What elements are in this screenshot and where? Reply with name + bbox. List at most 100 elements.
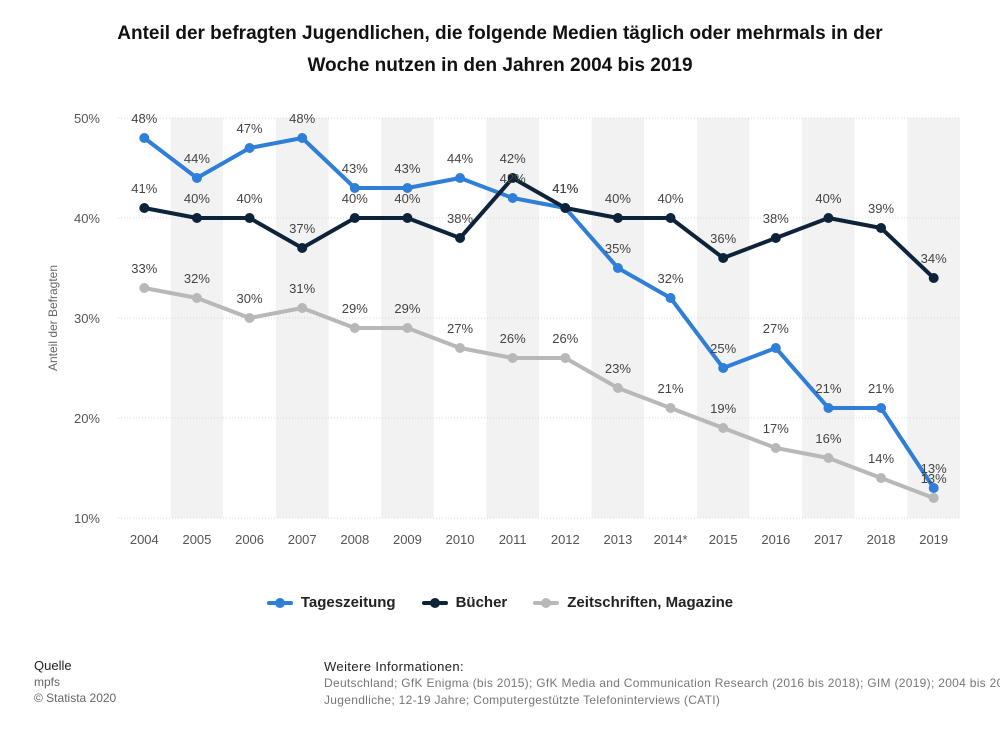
data-label: 32% [184, 271, 210, 286]
legend: Tageszeitung Bücher Zeitschriften, Magaz… [0, 594, 1000, 611]
series-line [142, 286, 936, 500]
band [381, 118, 434, 518]
band [802, 118, 855, 518]
legend-label: Tageszeitung [300, 594, 396, 611]
data-point [455, 173, 466, 183]
x-tick-label: 2012 [551, 532, 580, 547]
data-point [928, 483, 939, 493]
data-point [718, 423, 729, 433]
data-label: 42% [500, 151, 526, 166]
data-point [139, 203, 150, 213]
x-tick-label: 2009 [393, 532, 422, 547]
source-heading: Quelle [34, 658, 72, 673]
data-point [770, 343, 781, 353]
data-point [297, 303, 308, 313]
data-point [928, 493, 939, 503]
copyright: © Statista 2020 [34, 691, 117, 705]
info-heading: Weitere Informationen: [324, 659, 465, 674]
data-point [402, 323, 413, 333]
y-axis-ticks: 10% 20% 30% 40% 50% [74, 111, 100, 526]
y-tick-label: 30% [74, 311, 100, 326]
data-point [349, 323, 360, 333]
y-tick-label: 10% [74, 511, 100, 526]
band [486, 118, 539, 518]
x-tick-label: 2006 [235, 532, 264, 547]
data-point [297, 243, 308, 253]
data-point [823, 453, 834, 463]
data-label: 43% [394, 161, 420, 176]
data-point [507, 353, 518, 363]
legend-marker-icon [533, 595, 560, 611]
data-label: 13% [921, 471, 947, 486]
data-label: 37% [289, 221, 315, 236]
data-label: 43% [342, 161, 368, 176]
data-label: 21% [815, 381, 841, 396]
x-tick-label: 2013 [603, 532, 632, 547]
data-label: 40% [184, 191, 210, 206]
legend-item-buecher[interactable]: Bücher [421, 594, 507, 611]
x-tick-label: 2016 [761, 532, 790, 547]
series-line [142, 136, 936, 490]
x-tick-label: 2017 [814, 532, 843, 547]
data-label: 29% [394, 301, 420, 316]
x-tick-label: 2018 [867, 532, 896, 547]
data-point [665, 403, 676, 413]
data-label: 25% [710, 341, 736, 356]
data-label: 44% [184, 151, 210, 166]
series-lines [139, 133, 939, 503]
y-tick-label: 40% [74, 211, 100, 226]
data-label: 40% [815, 191, 841, 206]
data-label: 47% [237, 121, 263, 136]
data-point [612, 213, 623, 223]
data-label: 21% [868, 381, 894, 396]
data-point [349, 183, 360, 193]
data-point [823, 403, 834, 413]
band [696, 118, 750, 518]
data-point [349, 213, 360, 223]
legend-item-tageszeitung[interactable]: Tageszeitung [266, 594, 396, 611]
data-label: 40% [342, 191, 368, 206]
data-label: 26% [500, 331, 526, 346]
y-tick-label: 20% [74, 411, 100, 426]
data-label: 34% [921, 251, 947, 266]
x-tick-label: 2010 [446, 532, 475, 547]
data-label: 38% [763, 211, 789, 226]
data-label: 31% [289, 281, 315, 296]
data-point [665, 293, 676, 303]
band [118, 118, 171, 518]
data-point [402, 213, 413, 223]
data-point [665, 213, 676, 223]
data-point [612, 263, 623, 273]
x-tick-label: 2011 [499, 532, 527, 547]
x-tick-label: 2015 [709, 532, 738, 547]
data-point [244, 143, 255, 153]
data-label: 36% [710, 231, 736, 246]
legend-item-zeitschriften[interactable]: Zeitschriften, Magazine [533, 594, 733, 611]
data-label: 40% [658, 191, 684, 206]
data-point [612, 383, 623, 393]
data-label: 13% [921, 461, 947, 476]
chart-title-line-1: Anteil der befragten Jugendlichen, die f… [117, 23, 883, 44]
x-tick-label: 2004 [130, 532, 159, 547]
series-line [142, 176, 936, 280]
source-name[interactable]: mpfs [34, 675, 61, 689]
data-label: 16% [815, 431, 841, 446]
x-tick-label: 2019 [919, 532, 948, 547]
info-line-2: Jugendliche; 12-19 Jahre; Computergestüt… [324, 693, 721, 707]
grid-lines [118, 117, 960, 519]
data-label: 41% [552, 181, 578, 196]
info-block: Weitere Informationen: Deutschland; GfK … [324, 658, 1000, 709]
x-tick-label: 2014* [654, 532, 688, 547]
band [591, 118, 645, 518]
data-point [191, 293, 202, 303]
x-axis-ticks: 2004 2005 2006 2007 2008 2009 2010 2011 2012 2013… [130, 532, 948, 547]
data-label: 30% [237, 291, 263, 306]
y-axis-label: Anteil der Befragten [46, 265, 60, 371]
data-point [876, 223, 887, 233]
data-point [507, 193, 518, 203]
data-point [244, 313, 255, 323]
data-point [507, 173, 518, 183]
data-label: 44% [447, 151, 473, 166]
data-label: 32% [658, 271, 684, 286]
data-point [876, 403, 887, 413]
